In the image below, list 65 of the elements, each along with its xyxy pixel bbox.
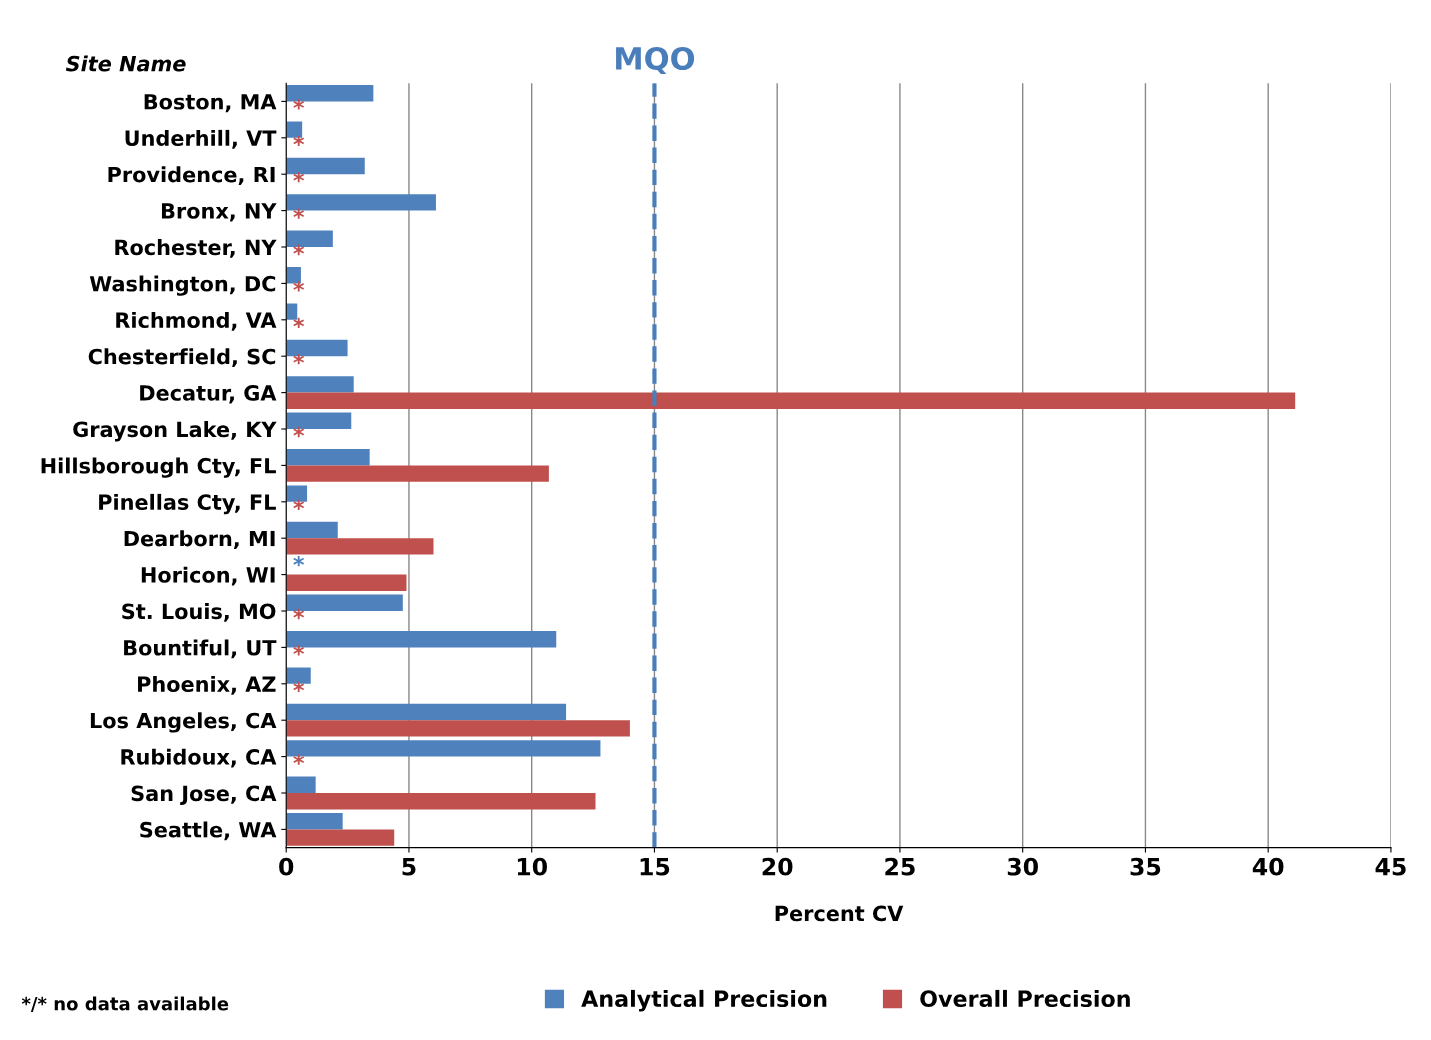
annotation: * xyxy=(293,354,305,365)
y-tick-label: San Jose, CA xyxy=(131,785,277,806)
x-tick-label: 5 xyxy=(402,858,416,876)
x-tick-label: 0 xyxy=(279,857,294,876)
bar xyxy=(286,538,434,555)
y-tick-label: Horicon, WI xyxy=(141,566,275,586)
bar xyxy=(286,574,407,591)
bar xyxy=(286,449,370,466)
legend-label: Overall Precision xyxy=(920,989,1130,1008)
bar xyxy=(286,376,354,393)
annotation: * xyxy=(293,244,305,256)
y-tick-label: Pinellas Cty, FL xyxy=(99,493,276,515)
y-tick-label: Providence, RI xyxy=(108,166,275,186)
y-tick-label: Richmond, VA xyxy=(116,311,277,331)
y-tick-label: Washington, DC xyxy=(89,275,276,296)
bar xyxy=(286,720,630,737)
x-tick-label: 10 xyxy=(517,857,547,876)
x-tick-label: 15 xyxy=(640,858,670,876)
annotation: * xyxy=(293,426,305,438)
y-tick-label: Chesterfield, SC xyxy=(88,348,276,368)
y-tick-label: Boston, MA xyxy=(144,94,277,113)
y-tick-label: Underhill, VT xyxy=(125,129,277,149)
x-tick-label: 35 xyxy=(1130,857,1161,876)
y-tick-label: Hillsborough Cty, FL xyxy=(41,457,276,478)
bar xyxy=(286,813,343,830)
annotation: * xyxy=(293,681,305,692)
y-axis-title: Site Name xyxy=(65,55,186,72)
bar xyxy=(286,793,596,810)
y-tick-label: Bountiful, UT xyxy=(124,639,277,659)
text: */* no data available xyxy=(21,996,229,1012)
annotation: * xyxy=(293,99,305,110)
annotation: * xyxy=(293,135,305,146)
y-tick-label: St. Louis, MO xyxy=(122,603,276,622)
bar xyxy=(286,392,1296,409)
y-tick-label: Los Angeles, CA xyxy=(90,712,277,733)
x-axis-title: Percent CV xyxy=(775,905,904,922)
y-tick-label: Phoenix, AZ xyxy=(138,675,276,695)
annotation: * xyxy=(293,645,305,656)
x-tick-label: 30 xyxy=(1007,857,1038,876)
annotation: * xyxy=(293,556,305,567)
x-tick-label: 25 xyxy=(885,857,915,876)
y-tick-label: Seattle, WA xyxy=(140,821,277,841)
bar xyxy=(286,829,395,846)
annotation: * xyxy=(293,317,305,328)
annotation: * xyxy=(293,499,305,510)
y-tick-label: Bronx, NY xyxy=(161,203,277,222)
x-tick-label: 40 xyxy=(1252,857,1284,876)
bar xyxy=(286,465,549,482)
y-tick-label: Rubidoux, CA xyxy=(121,748,277,768)
annotation: * xyxy=(293,172,305,183)
bar xyxy=(286,521,338,539)
y-tick-label: Dearborn, MI xyxy=(124,530,275,550)
bar xyxy=(286,776,316,793)
bar xyxy=(286,703,567,721)
annotation: * xyxy=(293,208,305,219)
ref-line-label: MQO xyxy=(616,46,695,75)
legend-label: Analytical Precision xyxy=(581,989,827,1012)
x-tick-label: 20 xyxy=(762,857,793,876)
annotation: * xyxy=(293,754,305,765)
annotation: * xyxy=(293,608,305,620)
annotation: * xyxy=(293,281,305,292)
y-tick-label: Rochester, NY xyxy=(115,239,277,258)
y-tick-label: Grayson Lake, KY xyxy=(73,421,277,442)
y-tick-label: Decatur, GA xyxy=(140,385,277,404)
x-tick-label: 45 xyxy=(1375,858,1406,876)
